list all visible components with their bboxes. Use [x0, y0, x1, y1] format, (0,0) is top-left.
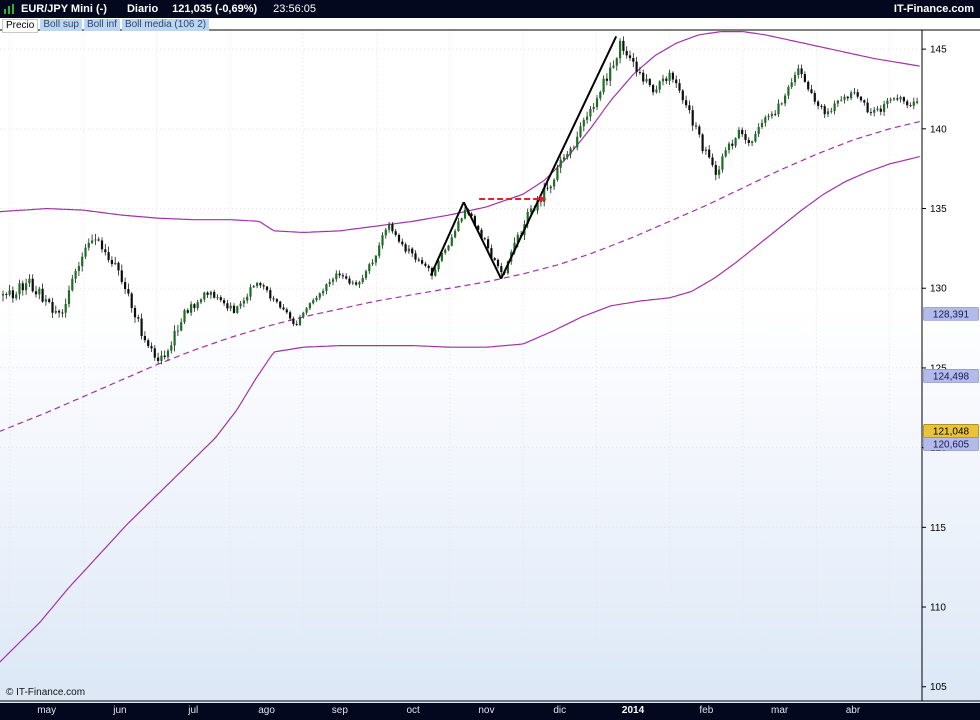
x-axis-month-label: nov [478, 705, 495, 716]
price-level-badge[interactable] [923, 369, 979, 383]
x-axis-month-label: sep [331, 705, 348, 716]
indicator-legend: Precio Boll sup Boll inf Boll media (106… [2, 19, 210, 33]
x-axis-month-label: mar [771, 705, 789, 716]
y-axis-label: 125 [930, 363, 947, 374]
price-level-badge[interactable] [923, 437, 979, 451]
badge-text: 128,391 [933, 309, 970, 320]
legend-boll-inf-chip[interactable]: Boll inf [83, 19, 120, 31]
x-axis-month-label: may [37, 705, 57, 716]
boll-lower-band [0, 156, 920, 663]
y-axis-label: 130 [930, 284, 947, 295]
x-axis-month-label: jun [113, 705, 127, 716]
legend-boll-sup-chip[interactable]: Boll sup [40, 19, 82, 31]
price-level-badge[interactable] [923, 307, 979, 321]
y-axis-label: 110 [930, 603, 946, 614]
candlestick-series [1, 36, 919, 365]
y-axis-label: 140 [930, 124, 947, 135]
badge-text: 121,048 [933, 426, 970, 437]
title-bar: EUR/JPY Mini (-) Diario 121,035 (-0,69%)… [0, 0, 980, 18]
timeframe-selector[interactable]: Diario [126, 3, 159, 15]
legend-boll-media-chip[interactable]: Boll media (106 2) [121, 19, 210, 31]
legend-price-chip[interactable]: Precio [2, 19, 39, 33]
trendline[interactable] [429, 201, 465, 276]
badge-text: 124,498 [933, 371, 970, 382]
chart-area[interactable]: 105110115120125130135140145128,391124,49… [0, 18, 980, 703]
last-quote: 121,035 (-0,69%) [172, 3, 258, 15]
x-axis-bar[interactable]: may jun jul ago sep oct nov dic 2014 feb mar abr [0, 703, 980, 720]
price-chart[interactable]: 105110115120125130135140145128,391124,49… [0, 18, 980, 703]
instrument-name[interactable]: EUR/JPY Mini (-) [21, 3, 107, 15]
x-axis-month-label: 2014 [621, 705, 645, 716]
boll-middle-band [0, 121, 920, 432]
y-axis-label: 135 [930, 204, 947, 215]
trendline[interactable] [500, 35, 618, 280]
chart-icon [3, 3, 15, 15]
x-axis-month-label: oct [406, 705, 420, 716]
badge-text: 120,605 [933, 439, 970, 450]
alert-level-arrow [539, 195, 547, 203]
gridlines [0, 30, 922, 701]
trendline[interactable] [462, 201, 503, 280]
y-axis-label: 105 [930, 682, 947, 693]
x-axis-month-label: abr [845, 705, 861, 716]
brand-label: IT-Finance.com [893, 3, 974, 15]
x-axis-month-label: feb [699, 705, 714, 716]
x-axis-month-label: ago [258, 705, 275, 716]
x-axis-month-label: jul [188, 705, 199, 716]
quote-time: 23:56:05 [273, 3, 316, 15]
y-axis-label: 115 [930, 523, 946, 534]
y-axis-label: 145 [930, 45, 947, 56]
x-axis-month-label: dic [553, 705, 567, 716]
boll-upper-band [0, 31, 920, 234]
copyright-label: © IT-Finance.com [6, 687, 86, 698]
